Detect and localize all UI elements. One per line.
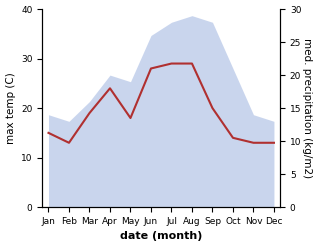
Y-axis label: med. precipitation (kg/m2): med. precipitation (kg/m2) [302, 38, 313, 178]
X-axis label: date (month): date (month) [120, 231, 203, 242]
Y-axis label: max temp (C): max temp (C) [5, 72, 16, 144]
